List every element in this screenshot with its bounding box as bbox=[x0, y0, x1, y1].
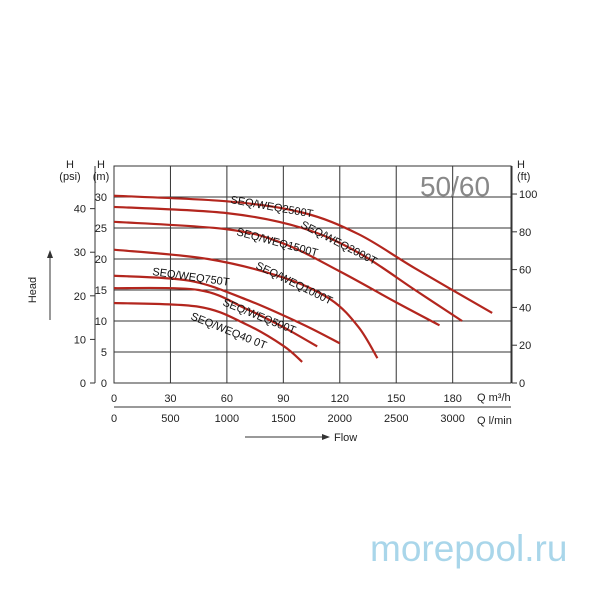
y-tick-ft: 40 bbox=[519, 302, 531, 314]
x-label: Flow bbox=[334, 432, 357, 444]
y-tick-m: 10 bbox=[95, 316, 107, 328]
y-tick-ft: 100 bbox=[519, 189, 537, 201]
y-tick-ft: 0 bbox=[519, 378, 525, 390]
x-tick-m3h: 150 bbox=[387, 393, 405, 405]
y-tick-ft: 20 bbox=[519, 340, 531, 352]
series-line-3 bbox=[113, 248, 379, 359]
y-tick-m: 30 bbox=[95, 192, 107, 204]
series-label: SEQ/WEQ1000T bbox=[254, 260, 335, 308]
x-tick-lmin: 2000 bbox=[328, 413, 352, 425]
series-line-2 bbox=[113, 220, 441, 327]
series-label: SEQ/WEQ2500T bbox=[229, 194, 314, 220]
x-tick-m3h: 180 bbox=[443, 393, 461, 405]
x-tick-lmin: 2500 bbox=[384, 413, 408, 425]
y-tick-m: 15 bbox=[95, 285, 107, 297]
series-line-4 bbox=[113, 274, 341, 345]
x-tick-lmin: 3000 bbox=[440, 413, 464, 425]
y-label: Head bbox=[27, 277, 39, 303]
x-tick-m3h: 60 bbox=[221, 393, 233, 405]
y-unit-top: H bbox=[517, 159, 525, 171]
y-tick-psi: 10 bbox=[74, 334, 86, 346]
series-line-5 bbox=[113, 286, 318, 348]
x-tick-m3h: 30 bbox=[164, 393, 176, 405]
series-line-6 bbox=[113, 301, 303, 363]
x-tick-m3h: 120 bbox=[331, 393, 349, 405]
series-label: SEQ/WEQ2000T bbox=[299, 219, 379, 268]
x-unit-lmin: Q l/min bbox=[477, 415, 512, 427]
badge-50-60: 50/60 bbox=[420, 171, 490, 202]
y-tick-psi: 40 bbox=[74, 204, 86, 216]
x-tick-lmin: 0 bbox=[111, 413, 117, 425]
x-tick-lmin: 1500 bbox=[271, 413, 295, 425]
y-tick-psi: 30 bbox=[74, 247, 86, 259]
y-tick-ft: 80 bbox=[519, 227, 531, 239]
head-arrow-head bbox=[47, 250, 53, 258]
x-unit-m3h: Q m³/h bbox=[477, 392, 511, 404]
watermark: morepool.ru bbox=[370, 528, 568, 569]
series-line-0 bbox=[113, 194, 493, 314]
y-unit: (psi) bbox=[59, 171, 80, 183]
y-unit-top: H bbox=[97, 159, 105, 171]
y-unit: (m) bbox=[93, 171, 110, 183]
y-unit-top: H bbox=[66, 159, 74, 171]
y-tick-psi: 0 bbox=[80, 378, 86, 390]
y-tick-m: 5 bbox=[101, 347, 107, 359]
y-tick-psi: 20 bbox=[74, 291, 86, 303]
y-tick-ft: 60 bbox=[519, 265, 531, 277]
series-label: SEQ/WEQ750T bbox=[152, 266, 231, 289]
flow-arrow-head bbox=[322, 434, 330, 440]
y-tick-m: 20 bbox=[95, 254, 107, 266]
y-unit: (ft) bbox=[517, 171, 530, 183]
x-tick-m3h: 0 bbox=[111, 393, 117, 405]
y-tick-m: 25 bbox=[95, 223, 107, 235]
y-tick-m: 0 bbox=[101, 378, 107, 390]
x-tick-lmin: 1000 bbox=[215, 413, 239, 425]
series-line-1 bbox=[113, 205, 463, 322]
x-tick-m3h: 90 bbox=[277, 393, 289, 405]
x-tick-lmin: 500 bbox=[161, 413, 179, 425]
